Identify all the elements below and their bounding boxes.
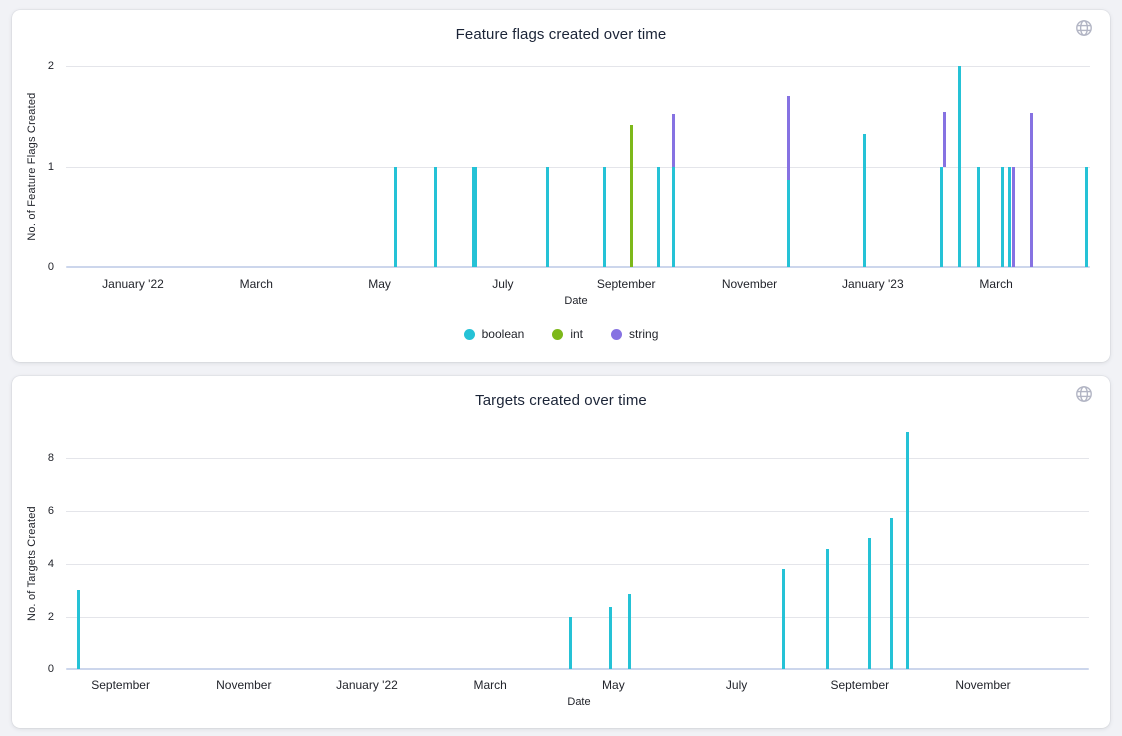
y-tick-label: 8 <box>47 452 54 465</box>
legend-dot-string <box>611 328 623 340</box>
feature-flags-chart-card: Feature flags created over time 0 1 2 Janua… <box>12 10 1110 362</box>
x-tick-label: January '22 <box>102 277 164 291</box>
bar-2022-08-15-targets[interactable] <box>826 549 830 670</box>
bar-2022-09-16-boolean[interactable] <box>656 166 660 267</box>
x-tick-label: May <box>368 277 391 291</box>
y-tick-label: 1 <box>47 160 54 173</box>
x-axis-line <box>66 668 1089 671</box>
bar-2021-08-10-targets[interactable] <box>76 590 80 670</box>
legend-label: int <box>570 327 584 341</box>
bar-2022-04-30-targets[interactable] <box>609 607 613 670</box>
x-tick-label: January '22 <box>336 678 398 692</box>
bar-2023-03-09-string[interactable] <box>1011 166 1015 267</box>
targets-chart: 0 2 4 6 8 September November January '22 March Ma… <box>12 376 1110 728</box>
x-tick-label: November <box>216 678 272 692</box>
bar-2023-02-22-boolean[interactable] <box>976 166 980 267</box>
bar-2022-11-20-string[interactable] <box>787 96 791 180</box>
bar-2022-05-28-boolean[interactable] <box>433 166 437 267</box>
y-axis-title: No. of Feature Flags Created <box>26 92 38 241</box>
x-tick-label: January '23 <box>841 277 904 291</box>
y-tick-label: 2 <box>47 610 54 623</box>
bar-2022-07-24-targets[interactable] <box>781 568 785 670</box>
x-tick-label: May <box>602 678 625 692</box>
bar-2023-03-04-boolean[interactable] <box>1001 166 1005 267</box>
gridline <box>66 66 1090 68</box>
x-tick-label: November <box>721 277 778 291</box>
bar-2022-04-10-targets[interactable] <box>569 616 573 670</box>
legend-label: string <box>629 327 659 341</box>
bar-2022-05-09-targets[interactable] <box>627 594 631 670</box>
bar-2022-09-24-targets[interactable] <box>906 431 910 670</box>
x-tick-label: July <box>725 678 748 692</box>
y-tick-label: 6 <box>47 505 54 518</box>
gridline <box>66 511 1089 513</box>
bar-2023-04-15-boolean[interactable] <box>1085 166 1089 267</box>
bar-2022-09-24-boolean[interactable] <box>672 166 676 267</box>
legend-dot-int <box>552 328 564 340</box>
bar-2022-11-20-boolean[interactable] <box>787 179 791 267</box>
bar-2023-03-18-string[interactable] <box>1029 112 1033 267</box>
y-tick-label: 0 <box>47 663 54 676</box>
x-tick-label: November <box>955 678 1011 692</box>
x-tick-label: March <box>979 277 1013 291</box>
gridline <box>66 166 1090 168</box>
legend-label: boolean <box>481 327 525 341</box>
bar-2022-09-05-targets[interactable] <box>867 538 871 670</box>
globe-icon[interactable] <box>1075 385 1093 403</box>
bar-2022-08-20-boolean[interactable] <box>602 166 606 267</box>
y-tick-label: 0 <box>47 261 54 273</box>
bar-2022-12-27-boolean[interactable] <box>862 133 866 267</box>
chart-legend: boolean int string <box>12 327 1110 341</box>
legend-item-string[interactable]: string <box>611 327 658 341</box>
bar-2023-02-05-boolean[interactable] <box>940 166 944 267</box>
legend-dot-boolean <box>463 328 475 340</box>
x-tick-label: July <box>492 277 514 291</box>
bar-2022-09-03-int[interactable] <box>630 124 634 267</box>
x-axis-title: Date <box>564 295 588 307</box>
chart-title: Feature flags created over time <box>455 26 667 43</box>
legend-item-int[interactable]: int <box>552 327 583 341</box>
x-tick-label: September <box>91 678 150 692</box>
globe-icon[interactable] <box>1075 19 1093 37</box>
bar-2023-02-06-string[interactable] <box>943 111 947 167</box>
x-tick-label: September <box>830 678 890 692</box>
bar-2023-03-08-boolean[interactable] <box>1008 166 1012 267</box>
feature-flags-chart: 0 1 2 January '22 March May July September Novem… <box>12 10 1110 362</box>
x-axis-title: Date <box>567 696 591 708</box>
chart-title: Targets created over time <box>475 392 647 409</box>
gridline <box>66 458 1089 460</box>
legend-item-boolean[interactable]: boolean <box>463 327 525 341</box>
bar-2022-09-16-targets[interactable] <box>890 517 894 670</box>
x-tick-label: March <box>239 277 273 291</box>
x-axis-line <box>66 266 1090 268</box>
gridline <box>66 616 1089 618</box>
x-tick-label: September <box>596 277 656 291</box>
x-tick-label: March <box>473 678 507 692</box>
gridline <box>66 563 1089 565</box>
bar-2023-02-13-boolean[interactable] <box>958 66 962 267</box>
bar-2022-09-24-string[interactable] <box>672 113 676 167</box>
y-tick-label: 4 <box>47 557 54 570</box>
y-tick-label: 2 <box>47 60 54 73</box>
bar-2022-06-17-boolean[interactable] <box>472 166 478 267</box>
targets-chart-card: Targets created over time 0 2 4 6 8 September… <box>12 376 1110 728</box>
y-axis-title: No. of Targets Created <box>26 506 38 622</box>
bar-2022-07-23-boolean[interactable] <box>546 166 550 267</box>
bar-2022-05-08-boolean[interactable] <box>393 166 397 267</box>
